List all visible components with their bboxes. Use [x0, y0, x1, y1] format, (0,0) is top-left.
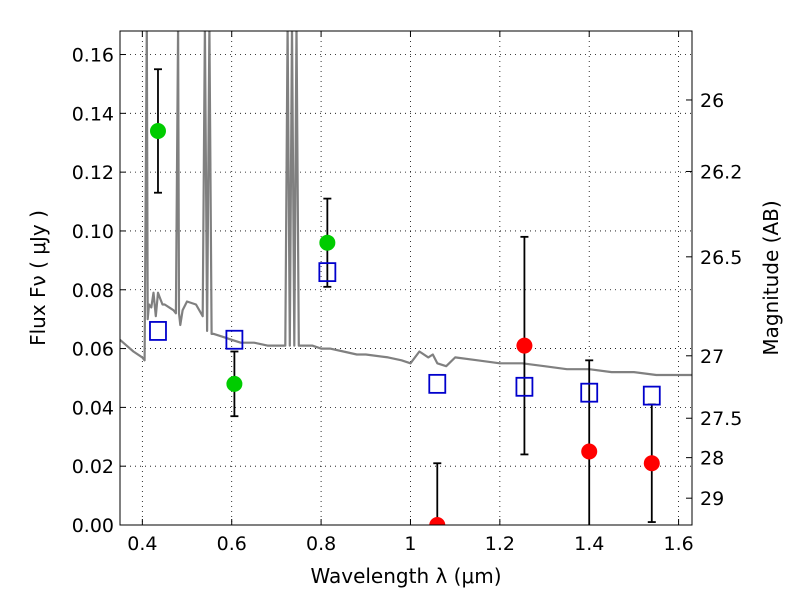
y2-tick-label: 26 [700, 90, 724, 112]
model-sed-layer [120, 31, 692, 377]
y-tick-label: 0.02 [72, 456, 114, 478]
y-tick-label: 0.16 [72, 45, 114, 67]
y2-tick-label: 26.2 [700, 161, 742, 183]
y2-axis: 26 26.2 26.5 27 27.5 28 29 [686, 90, 742, 510]
model-photometry-square [642, 385, 661, 406]
y2-tick-label: 27.5 [700, 408, 742, 430]
y-tick-label: 0.06 [72, 339, 114, 361]
y2-tick-label: 27 [700, 346, 724, 368]
detection-point [516, 337, 533, 354]
x-axis: 0.4 0.6 0.8 1 1.2 1.4 1.6 [127, 31, 694, 555]
detection-point [429, 517, 446, 525]
y-axis-label: Flux Fν ( μJy ) [26, 210, 50, 346]
model-photometry-square [580, 382, 599, 403]
y-tick-label: 0.08 [72, 280, 114, 302]
model-photometry-square [428, 373, 447, 394]
detection-point [581, 443, 598, 460]
y2-tick-label: 28 [700, 448, 724, 470]
model-photometry-square [318, 262, 337, 283]
model-photometry-square [149, 321, 167, 341]
x-tick-label: 1.6 [663, 533, 693, 555]
plot-area [120, 31, 692, 525]
x-tick-label: 0.6 [217, 533, 247, 555]
x-tick-label: 1 [404, 533, 416, 555]
model-photometry-square [225, 329, 244, 350]
model-photometry-layer [149, 262, 661, 406]
y-axis: 0.00 0.02 0.04 0.06 0.08 0.10 0.12 0.14 0.16 [72, 45, 126, 537]
y-tick-label: 0.10 [72, 221, 114, 243]
y-tick-label: 0.00 [72, 515, 114, 537]
y-tick-label: 0.04 [72, 397, 114, 419]
y2-tick-label: 26.5 [700, 247, 742, 269]
detections-layer [149, 122, 660, 525]
model-sed-line [120, 31, 692, 377]
detection-point [149, 122, 166, 139]
plot-frame [119, 30, 693, 526]
detection-point [643, 455, 660, 472]
x-tick-label: 1.2 [485, 533, 515, 555]
y2-tick-label: 29 [700, 488, 724, 510]
y2-axis-label: Magnitude (AB) [759, 200, 783, 355]
x-tick-label: 0.4 [127, 533, 157, 555]
x-axis-label: Wavelength λ (μm) [310, 564, 501, 588]
y-tick-label: 0.12 [72, 162, 114, 184]
y-tick-label: 0.14 [72, 103, 114, 125]
detection-point [319, 234, 336, 251]
detection-point [226, 375, 243, 392]
model-photometry-square [515, 376, 534, 397]
x-tick-label: 1.4 [574, 533, 604, 555]
x-tick-label: 0.8 [306, 533, 336, 555]
